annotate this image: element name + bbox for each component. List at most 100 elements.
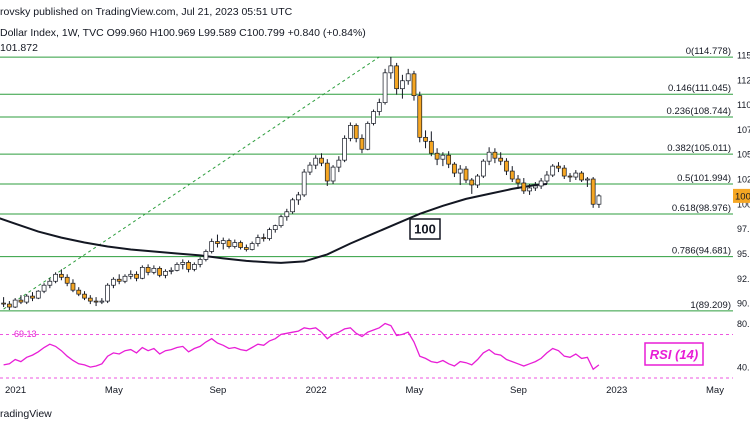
candle <box>82 291 87 301</box>
candle-body <box>7 303 12 308</box>
candle <box>336 156 342 173</box>
candle <box>319 153 324 167</box>
sma-label: 100 <box>414 222 436 237</box>
candle-body <box>87 297 93 302</box>
candle <box>463 166 469 183</box>
candle <box>215 234 220 248</box>
candle <box>151 265 157 275</box>
candle-body <box>348 125 353 139</box>
candle <box>290 197 295 214</box>
candle <box>47 278 53 289</box>
candle <box>255 234 261 247</box>
candle <box>99 298 105 305</box>
x-tick-label: May <box>405 385 423 396</box>
candle <box>24 294 30 305</box>
candle-body <box>533 185 538 189</box>
candle-body <box>388 65 394 74</box>
candle-body <box>296 194 301 201</box>
candle-body <box>24 295 30 303</box>
candle-body <box>492 151 498 159</box>
candle <box>504 158 509 176</box>
candle <box>527 183 532 195</box>
candle-body <box>284 211 290 218</box>
candle-body <box>463 168 469 181</box>
rsi-label: RSI (14) <box>650 347 698 362</box>
candle <box>272 224 278 233</box>
candle-body <box>30 295 35 299</box>
candle <box>12 298 18 309</box>
candle <box>475 174 480 188</box>
candle <box>53 272 58 284</box>
symbol-legend[interactable]: Dollar Index, 1W, TVC O99.960 H100.969 L… <box>0 27 366 39</box>
candle <box>301 169 307 197</box>
candle <box>428 131 434 157</box>
candle-body <box>145 266 151 273</box>
candle <box>232 239 238 249</box>
candle <box>244 244 249 252</box>
candle <box>538 178 544 189</box>
candle <box>87 295 93 305</box>
fib-label: 0.146(111.045) <box>668 83 731 94</box>
candle <box>348 122 353 142</box>
candle <box>371 109 376 126</box>
candle <box>353 123 359 143</box>
candle <box>249 241 255 251</box>
candle-body <box>382 72 388 103</box>
candle-body <box>509 170 515 180</box>
candle-body <box>232 242 238 247</box>
candle <box>267 227 272 241</box>
candle <box>59 269 64 281</box>
candle-body <box>151 267 157 273</box>
candle-body <box>538 180 544 187</box>
x-tick-label: May <box>105 385 123 396</box>
candle-body <box>99 300 105 303</box>
candle-body <box>475 175 480 186</box>
candle <box>226 238 232 249</box>
candle <box>579 171 584 182</box>
candle-body <box>446 154 452 165</box>
candle-body <box>480 160 486 177</box>
rsi-line <box>3 322 600 371</box>
candle <box>64 274 70 287</box>
x-tick-label: 2021 <box>5 385 26 396</box>
candle-body <box>342 137 347 161</box>
candle-body <box>550 165 556 176</box>
candle-body <box>452 163 457 174</box>
candle <box>70 279 76 293</box>
candle-body <box>527 187 532 192</box>
candle <box>405 68 411 85</box>
candle-body <box>76 289 82 295</box>
candle-body <box>203 251 209 260</box>
candle <box>457 165 463 185</box>
candle <box>307 162 313 176</box>
x-tick-label: 2023 <box>606 385 627 396</box>
candle-body <box>35 290 41 299</box>
candle-body <box>261 237 267 239</box>
y-tick-label: 112. <box>737 75 750 85</box>
candle <box>168 267 174 275</box>
candle <box>174 262 180 272</box>
candle <box>18 295 24 305</box>
last-price-label: 100 <box>735 191 750 202</box>
candle <box>197 257 203 268</box>
candle-body <box>215 241 220 244</box>
candle <box>556 162 561 173</box>
tradingview-brand[interactable]: radingView <box>0 408 52 420</box>
candle-body <box>139 266 145 279</box>
candle-body <box>405 73 411 82</box>
candle <box>509 166 515 182</box>
candle <box>30 292 35 302</box>
candle <box>278 214 284 228</box>
fib-label: 1(89.209) <box>690 300 731 311</box>
y-tick-label: 110. <box>737 100 750 110</box>
candle <box>446 151 452 169</box>
candle <box>186 260 191 273</box>
candle-body <box>255 237 261 244</box>
candle-body <box>376 102 382 112</box>
candle-body <box>573 172 579 178</box>
candle <box>498 152 504 166</box>
fib-label: 0.236(108.744) <box>667 106 731 117</box>
candle <box>128 270 134 280</box>
candle-body <box>579 172 584 181</box>
